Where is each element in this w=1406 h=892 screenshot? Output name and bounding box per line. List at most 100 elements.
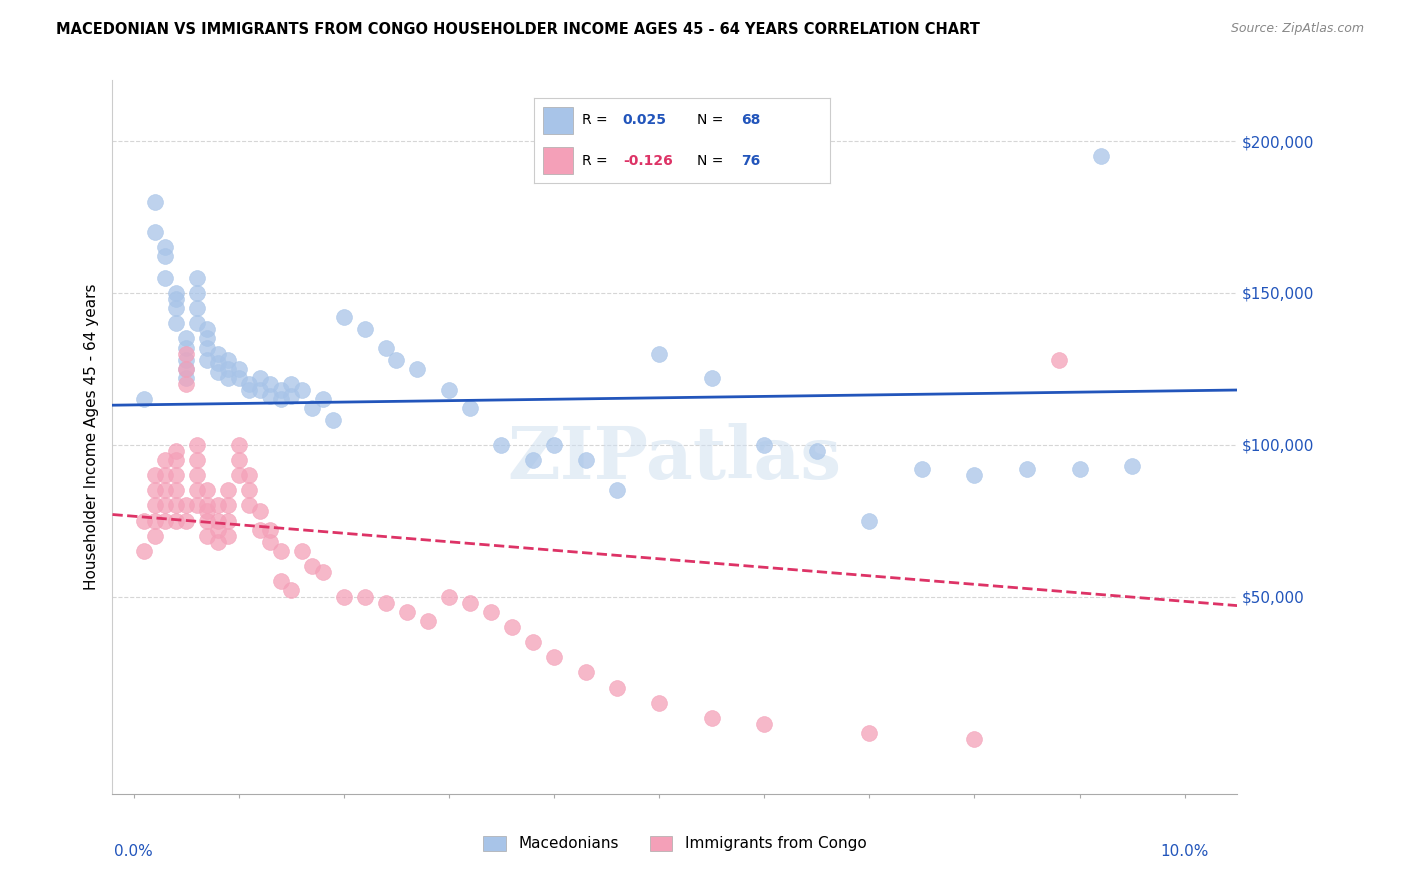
- Text: 76: 76: [741, 153, 761, 168]
- Point: [858, 726, 880, 740]
- Point: [238, 468, 260, 483]
- Point: [165, 301, 187, 315]
- Point: [153, 453, 176, 467]
- Point: [207, 365, 229, 379]
- Point: [153, 499, 176, 513]
- Point: [143, 514, 166, 528]
- Text: R =: R =: [582, 153, 612, 168]
- Point: [374, 341, 396, 355]
- Point: [174, 514, 197, 528]
- Point: [153, 483, 176, 498]
- Point: [186, 453, 208, 467]
- Point: [217, 371, 239, 385]
- Point: [606, 681, 628, 695]
- Point: [165, 468, 187, 483]
- Point: [522, 635, 544, 649]
- Bar: [543, 147, 572, 175]
- Point: [574, 665, 596, 680]
- Point: [238, 383, 260, 397]
- Point: [228, 361, 250, 376]
- Point: [153, 249, 176, 263]
- Point: [238, 483, 260, 498]
- Point: [174, 346, 197, 360]
- Point: [270, 544, 292, 558]
- Point: [165, 285, 187, 300]
- Point: [143, 529, 166, 543]
- Point: [207, 514, 229, 528]
- Point: [186, 301, 208, 315]
- Point: [291, 383, 314, 397]
- Point: [186, 499, 208, 513]
- Point: [332, 590, 354, 604]
- Point: [374, 596, 396, 610]
- Text: 0.025: 0.025: [623, 113, 666, 128]
- Point: [195, 529, 218, 543]
- Point: [153, 270, 176, 285]
- Point: [700, 711, 723, 725]
- Point: [911, 462, 934, 476]
- Point: [249, 371, 271, 385]
- Point: [1015, 462, 1038, 476]
- Point: [132, 392, 155, 406]
- Point: [406, 361, 429, 376]
- Text: 10.0%: 10.0%: [1160, 844, 1209, 859]
- Point: [648, 696, 671, 710]
- Point: [332, 310, 354, 325]
- Point: [312, 392, 335, 406]
- Point: [754, 717, 776, 731]
- Point: [165, 443, 187, 458]
- Point: [195, 483, 218, 498]
- Text: ZIPatlas: ZIPatlas: [508, 423, 842, 494]
- Y-axis label: Householder Income Ages 45 - 64 years: Householder Income Ages 45 - 64 years: [83, 284, 98, 591]
- Point: [143, 499, 166, 513]
- Point: [186, 483, 208, 498]
- Point: [491, 438, 513, 452]
- Point: [143, 483, 166, 498]
- Point: [395, 605, 418, 619]
- Point: [195, 504, 218, 518]
- Point: [165, 316, 187, 330]
- Point: [353, 590, 375, 604]
- Text: 68: 68: [741, 113, 761, 128]
- Point: [270, 574, 292, 589]
- Point: [249, 504, 271, 518]
- Point: [207, 346, 229, 360]
- Point: [259, 376, 281, 391]
- Text: Source: ZipAtlas.com: Source: ZipAtlas.com: [1230, 22, 1364, 36]
- Point: [153, 468, 176, 483]
- Point: [143, 468, 166, 483]
- Point: [165, 292, 187, 306]
- Point: [1121, 458, 1143, 473]
- Point: [207, 534, 229, 549]
- Point: [606, 483, 628, 498]
- Text: -0.126: -0.126: [623, 153, 672, 168]
- Point: [195, 499, 218, 513]
- Legend: Macedonians, Immigrants from Congo: Macedonians, Immigrants from Congo: [477, 830, 873, 857]
- Point: [228, 468, 250, 483]
- Point: [174, 361, 197, 376]
- Point: [217, 499, 239, 513]
- Point: [186, 285, 208, 300]
- Point: [963, 732, 986, 747]
- Point: [174, 352, 197, 367]
- Point: [249, 383, 271, 397]
- Point: [301, 401, 323, 416]
- Point: [217, 514, 239, 528]
- Point: [186, 438, 208, 452]
- Point: [174, 341, 197, 355]
- Point: [165, 514, 187, 528]
- Point: [249, 523, 271, 537]
- Point: [217, 352, 239, 367]
- Point: [186, 468, 208, 483]
- Point: [259, 389, 281, 403]
- Point: [195, 514, 218, 528]
- Point: [858, 514, 880, 528]
- Point: [574, 453, 596, 467]
- Point: [207, 499, 229, 513]
- Point: [280, 376, 302, 391]
- Point: [1047, 352, 1070, 367]
- Point: [165, 499, 187, 513]
- Bar: [543, 107, 572, 134]
- Point: [217, 361, 239, 376]
- Point: [174, 331, 197, 345]
